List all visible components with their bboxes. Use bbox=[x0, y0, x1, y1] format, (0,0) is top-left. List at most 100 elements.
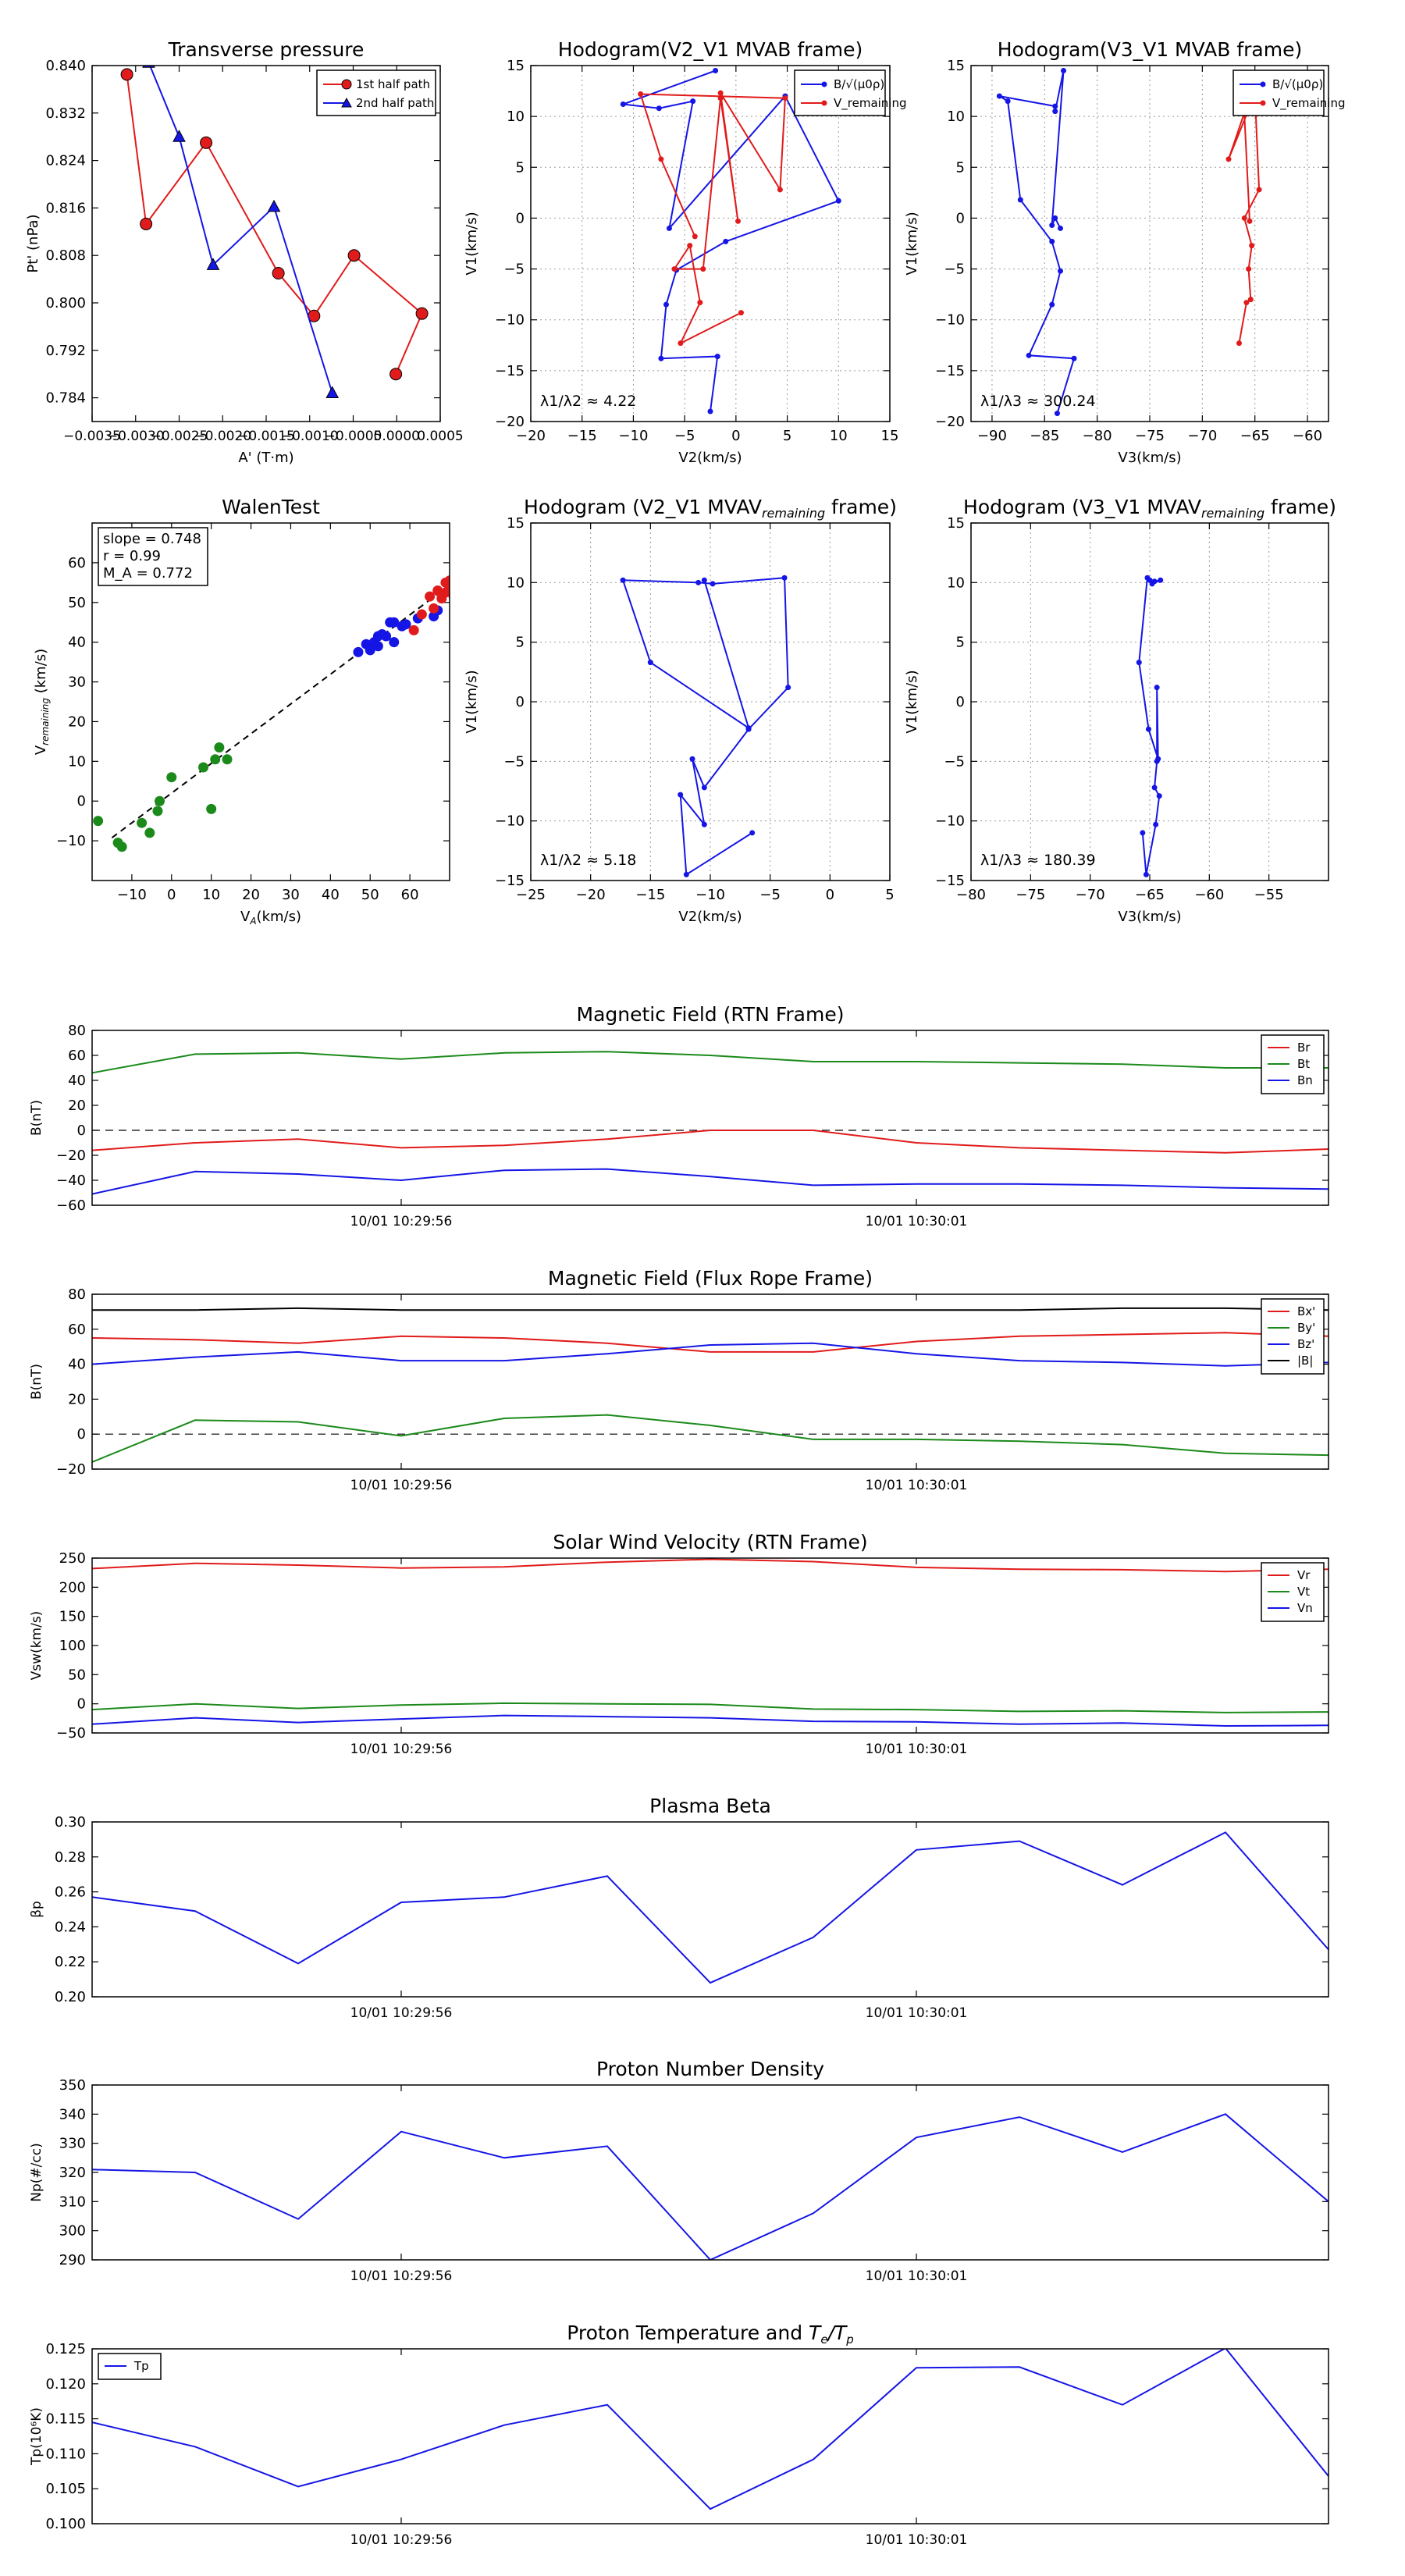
legend-label: Br bbox=[1297, 1041, 1311, 1055]
axes-frame bbox=[91, 2084, 1329, 2261]
y-tick-label: −60 bbox=[56, 1197, 86, 1214]
y-axis-label: V1(km/s) bbox=[464, 212, 480, 275]
legend-marker bbox=[1260, 100, 1266, 106]
chart-title: Hodogram (V3_V1 MVAVremaining frame) bbox=[963, 496, 1336, 521]
plot-area bbox=[93, 575, 450, 852]
data-point bbox=[206, 803, 217, 814]
series-line-V_remaining bbox=[639, 92, 786, 345]
y-tick-label: 15 bbox=[947, 58, 965, 74]
series-line-2nd half path bbox=[148, 66, 333, 393]
y-tick-label: 60 bbox=[68, 1048, 86, 1064]
y-tick-label: 10 bbox=[947, 575, 965, 591]
chart-title: Proton Temperature and Te/Tp bbox=[567, 2322, 854, 2347]
x-tick-label: −20 bbox=[576, 887, 606, 903]
y-axis-label: Np(#/cc) bbox=[29, 2143, 44, 2201]
series-line-Bx' bbox=[92, 1332, 1329, 1353]
plot-area bbox=[92, 2113, 1329, 2260]
data-point bbox=[1140, 830, 1146, 836]
axes-frame bbox=[530, 522, 891, 881]
data-point bbox=[701, 577, 707, 583]
plot-area bbox=[92, 1558, 1329, 1727]
y-tick-label: 0.105 bbox=[45, 2481, 86, 2497]
data-point bbox=[620, 577, 626, 583]
y-tick-label: 15 bbox=[507, 515, 525, 532]
y-tick-label: 0.110 bbox=[45, 2446, 86, 2462]
legend-marker bbox=[341, 97, 352, 108]
data-point bbox=[1052, 215, 1058, 221]
series-line-By' bbox=[92, 1414, 1329, 1463]
y-tick-label: 150 bbox=[59, 1609, 86, 1625]
data-point bbox=[210, 754, 221, 765]
chart-title: Plasma Beta bbox=[649, 1795, 771, 1817]
y-tick-label: −15 bbox=[935, 873, 965, 889]
data-point bbox=[206, 258, 220, 270]
data-point bbox=[701, 785, 707, 791]
data-point bbox=[1247, 218, 1253, 224]
axes-frame bbox=[91, 1293, 1329, 1470]
data-point bbox=[389, 368, 403, 381]
legend-label: Bz' bbox=[1297, 1337, 1314, 1351]
data-point bbox=[1143, 871, 1149, 877]
data-point bbox=[666, 225, 672, 231]
y-tick-label: 320 bbox=[59, 2165, 86, 2181]
x-tick-label: −65 bbox=[1240, 428, 1270, 444]
x-tick-label: 10 bbox=[202, 887, 220, 903]
y-tick-label: 0.824 bbox=[45, 153, 86, 169]
axes-frame bbox=[91, 1030, 1329, 1206]
y-tick-label: 0.784 bbox=[45, 390, 86, 407]
data-point bbox=[1054, 411, 1060, 417]
data-point bbox=[1249, 243, 1255, 249]
data-point bbox=[425, 591, 436, 602]
chart-mag_rtn: −60 −40 −20 0 20 40 60 80 10/01 10:29:56 10/01 10… bbox=[29, 1003, 1329, 1229]
legend-label: B/√(μ0ρ) bbox=[1272, 77, 1323, 91]
x-axis-label: V3(km/s) bbox=[1118, 909, 1181, 925]
y-tick-label: −40 bbox=[56, 1172, 86, 1189]
series-line-Vt bbox=[92, 1702, 1329, 1713]
axes-frame bbox=[970, 65, 1329, 422]
y-tick-label: 0.22 bbox=[55, 1954, 86, 1970]
y-tick-label: 0 bbox=[77, 1426, 86, 1443]
x-tick-label: 10 bbox=[830, 428, 848, 444]
data-point bbox=[1145, 726, 1151, 732]
y-tick-label: 15 bbox=[507, 58, 525, 74]
chart-hodo_v3_mvab: −90 −85 −80 −75 −70 −65 −60 −20 −15 −10 −5 0 5 10 15 Ho… bbox=[904, 38, 1346, 466]
data-point bbox=[1071, 355, 1077, 361]
y-axis-label: Tp(10⁶K) bbox=[29, 2407, 44, 2466]
x-tick-label: −20 bbox=[516, 428, 546, 444]
y-tick-label: −5 bbox=[503, 753, 525, 770]
y-tick-label: −10 bbox=[495, 813, 525, 830]
data-point bbox=[697, 300, 703, 306]
y-axis-label: Pt' (nPa) bbox=[25, 214, 41, 272]
y-tick-label: −5 bbox=[944, 262, 965, 278]
data-point bbox=[1155, 756, 1161, 762]
data-point bbox=[1052, 103, 1058, 109]
data-point bbox=[365, 645, 375, 656]
y-axis-label: V1(km/s) bbox=[904, 670, 920, 733]
x-axis-label: V3(km/s) bbox=[1118, 450, 1181, 466]
y-tick-label: 250 bbox=[59, 1550, 86, 1567]
axes-frame bbox=[91, 1821, 1329, 1998]
y-axis-label: Vremaining (km/s) bbox=[33, 649, 51, 755]
data-point bbox=[683, 871, 689, 877]
series-line-B/√(μ0ρ) bbox=[998, 70, 1076, 414]
data-point bbox=[140, 217, 153, 230]
data-point bbox=[137, 817, 148, 828]
y-tick-label: 5 bbox=[516, 159, 525, 176]
data-point bbox=[155, 795, 165, 806]
y-tick-label: 50 bbox=[68, 595, 86, 611]
data-point bbox=[656, 105, 662, 112]
x-tick-label: 10/01 10:30:01 bbox=[866, 2268, 968, 2284]
data-point bbox=[1049, 222, 1055, 229]
x-axis-label: A' (T·m) bbox=[238, 450, 293, 466]
chart-title: Transverse pressure bbox=[168, 38, 365, 61]
y-tick-label: 50 bbox=[68, 1667, 86, 1683]
data-point bbox=[197, 762, 208, 773]
data-point bbox=[1243, 300, 1250, 306]
y-tick-label: 0.115 bbox=[45, 2411, 86, 2428]
data-point bbox=[678, 340, 684, 347]
data-point bbox=[735, 218, 741, 224]
data-point bbox=[714, 354, 720, 360]
y-tick-label: −20 bbox=[56, 1147, 86, 1164]
